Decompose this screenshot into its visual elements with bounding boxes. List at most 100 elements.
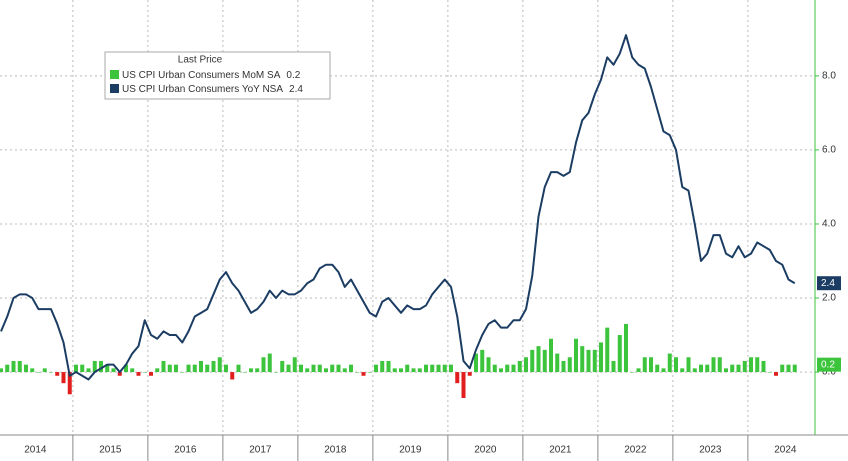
y-tick-label: 8.0	[822, 71, 836, 82]
bar	[0, 368, 3, 373]
bar	[442, 364, 447, 373]
y-tick-label: 2.0	[822, 293, 836, 304]
bar	[630, 372, 635, 373]
bar	[92, 360, 97, 373]
bar	[399, 368, 403, 373]
bar	[792, 364, 797, 373]
bar	[586, 349, 591, 373]
bar	[449, 364, 453, 373]
bar	[211, 360, 216, 373]
legend-title: Last Price	[178, 55, 223, 66]
bar	[24, 364, 28, 373]
y-tick-label: 4.0	[822, 219, 836, 230]
x-tick-label: 2017	[249, 445, 272, 456]
bar	[536, 346, 541, 373]
bar	[199, 360, 203, 373]
bar	[105, 364, 110, 373]
bar	[286, 364, 291, 373]
bar	[130, 368, 135, 373]
bar	[311, 364, 316, 373]
bar	[517, 360, 522, 373]
bar	[749, 357, 753, 373]
bar	[592, 349, 597, 373]
bar	[542, 349, 547, 373]
bar	[317, 364, 322, 373]
bar	[755, 357, 760, 373]
bar	[167, 364, 172, 373]
bar	[524, 357, 528, 373]
bar	[17, 360, 22, 373]
x-tick-label: 2021	[549, 445, 572, 456]
bar	[567, 357, 572, 373]
bar	[636, 368, 641, 373]
bar	[405, 364, 410, 373]
bar	[205, 364, 210, 373]
legend-value: 2.4	[289, 84, 303, 95]
bar	[261, 357, 266, 373]
bar	[361, 372, 366, 376]
bar	[386, 360, 391, 373]
legend-box	[104, 51, 331, 100]
bar	[336, 364, 341, 373]
bar	[349, 364, 353, 373]
bar	[511, 364, 516, 373]
bar	[30, 368, 35, 373]
x-tick-label: 2022	[624, 445, 647, 456]
bar	[174, 364, 178, 373]
legend: Last Price US CPI Urban Consumers MoM SA 0…	[104, 51, 331, 100]
bar	[499, 368, 503, 373]
bar	[480, 349, 485, 373]
bar	[674, 357, 678, 373]
bar	[149, 372, 153, 376]
bar	[436, 364, 441, 373]
bar	[411, 368, 416, 373]
bar	[724, 368, 728, 373]
bar	[186, 364, 191, 373]
bar	[661, 368, 666, 373]
bar	[230, 372, 235, 380]
bar	[642, 357, 647, 373]
bar	[217, 357, 222, 373]
bar	[80, 364, 85, 373]
bar	[705, 364, 710, 373]
bar	[374, 364, 378, 373]
bar	[530, 349, 535, 373]
y-tick-label: 0.0	[822, 367, 836, 378]
bar	[624, 323, 628, 373]
bar	[467, 372, 472, 376]
bar	[649, 357, 653, 373]
x-tick-label: 2020	[474, 445, 497, 456]
bar	[99, 360, 103, 373]
bar	[711, 357, 716, 373]
x-tick-label: 2023	[699, 445, 722, 456]
bar	[786, 364, 791, 373]
bar	[330, 364, 335, 373]
bar	[136, 372, 141, 376]
bar	[667, 353, 672, 373]
y-tick-label: 6.0	[822, 145, 836, 156]
bar	[461, 372, 466, 398]
bar	[655, 364, 660, 373]
bar	[736, 364, 741, 373]
bar	[617, 335, 622, 373]
bar	[355, 372, 360, 373]
bar	[155, 368, 160, 373]
bar	[299, 364, 303, 373]
bar	[249, 368, 253, 373]
bar	[274, 372, 278, 373]
bar	[180, 372, 185, 373]
bar	[11, 360, 16, 373]
bar	[280, 360, 285, 373]
bar	[599, 342, 603, 373]
bar	[236, 364, 241, 373]
bar	[505, 364, 510, 373]
last-value-box	[817, 357, 841, 372]
bar	[717, 357, 722, 373]
x-tick-label: 2019	[399, 445, 422, 456]
bar	[5, 364, 10, 373]
bar	[117, 372, 122, 376]
legend-swatch	[110, 84, 119, 93]
legend-name: US CPI Urban Consumers MoM SA	[122, 70, 281, 81]
bar	[367, 372, 372, 373]
